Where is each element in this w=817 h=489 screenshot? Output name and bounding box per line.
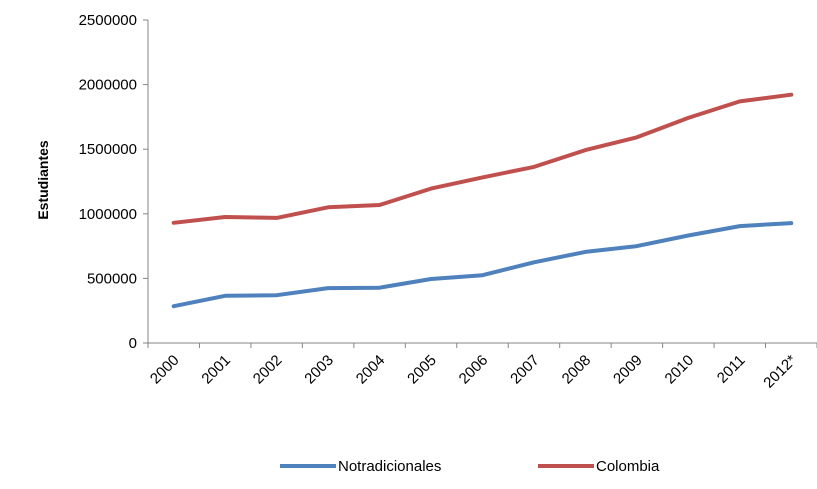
y-tick-label: 2000000 (79, 77, 137, 94)
x-tick-label: 2000 (147, 352, 183, 388)
series-lines (171, 92, 794, 309)
x-tick-label: 2012* (760, 352, 800, 392)
x-tick-label: 2001 (198, 352, 234, 388)
x-tick-label: 2003 (301, 352, 337, 388)
y-tick-label: 0 (129, 335, 137, 352)
y-tick-label: 1000000 (79, 206, 137, 223)
y-axis-ticks: 0 500000 1000000 1500000 2000000 2500000 (79, 12, 148, 352)
legend: Notradicionales Colombia (280, 458, 660, 475)
y-tick-label: 1500000 (79, 141, 137, 158)
x-tick-label: 2006 (456, 352, 492, 388)
series-line-colombia (171, 92, 794, 225)
x-tick-label: 2007 (507, 352, 543, 388)
x-tick-label: 2005 (404, 352, 440, 388)
legend-label: Colombia (596, 458, 660, 475)
x-tick-label: 2008 (559, 352, 595, 388)
x-tick-label: 2002 (250, 352, 286, 388)
x-axis-ticks: 2000 2001 2002 2003 2004 2005 2006 2007 2008 2009… (147, 343, 817, 392)
x-tick-label: 2011 (714, 352, 749, 387)
x-tick-label: 2004 (353, 352, 389, 388)
y-tick-label: 2500000 (79, 12, 137, 29)
y-axis-title: Estudiantes (35, 140, 51, 220)
x-tick-label: 2009 (610, 352, 646, 388)
legend-label: Notradicionales (338, 458, 441, 475)
x-tick-label: 2010 (662, 352, 698, 388)
plot-axes (147, 20, 817, 344)
y-tick-label: 500000 (87, 270, 137, 287)
series-line-notradicionales (171, 221, 794, 309)
